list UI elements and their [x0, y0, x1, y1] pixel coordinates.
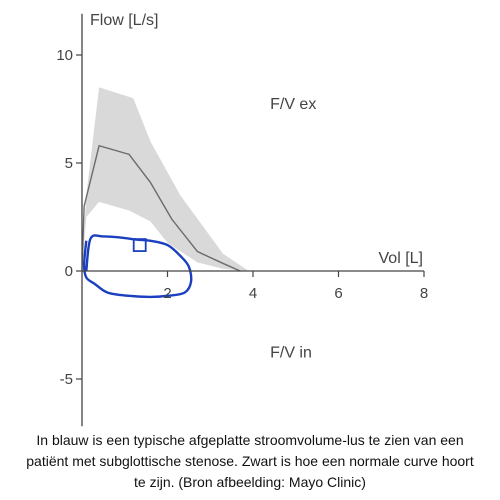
- patient-loop-marker: [132, 238, 147, 252]
- figure-caption: In blauw is een typische afgeplatte stro…: [26, 432, 474, 490]
- x-tick-label: 6: [334, 285, 342, 302]
- y-tick-label: 0: [65, 263, 73, 280]
- flow-volume-chart: -5 0 5 10 2 4 6 8 Flow [L/s] Vol [L] F/V ex F/V in: [56, 12, 428, 427]
- y-tick-label: 5: [65, 155, 73, 172]
- x-tick-label: 8: [420, 285, 428, 302]
- annotation-label: F/V in: [270, 344, 312, 361]
- x-tick-label: 2: [163, 285, 171, 302]
- normal-curve-line: [81, 144, 241, 272]
- patient-loop-line: [82, 234, 193, 299]
- x-axis-label: Vol [L]: [379, 250, 423, 267]
- flow-volume-plot: -5 0 5 10 2 4 6 8 Flow [L/s] Vol [L] F/V ex F/V in: [56, 12, 428, 427]
- annotation-label: F/V ex: [270, 96, 316, 113]
- normal-range-band: [82, 87, 249, 272]
- y-tick-label: 10: [56, 47, 73, 64]
- y-tick-label: -5: [60, 371, 73, 388]
- x-tick-label: 4: [249, 285, 257, 302]
- y-axis-label: Flow [L/s]: [90, 12, 158, 29]
